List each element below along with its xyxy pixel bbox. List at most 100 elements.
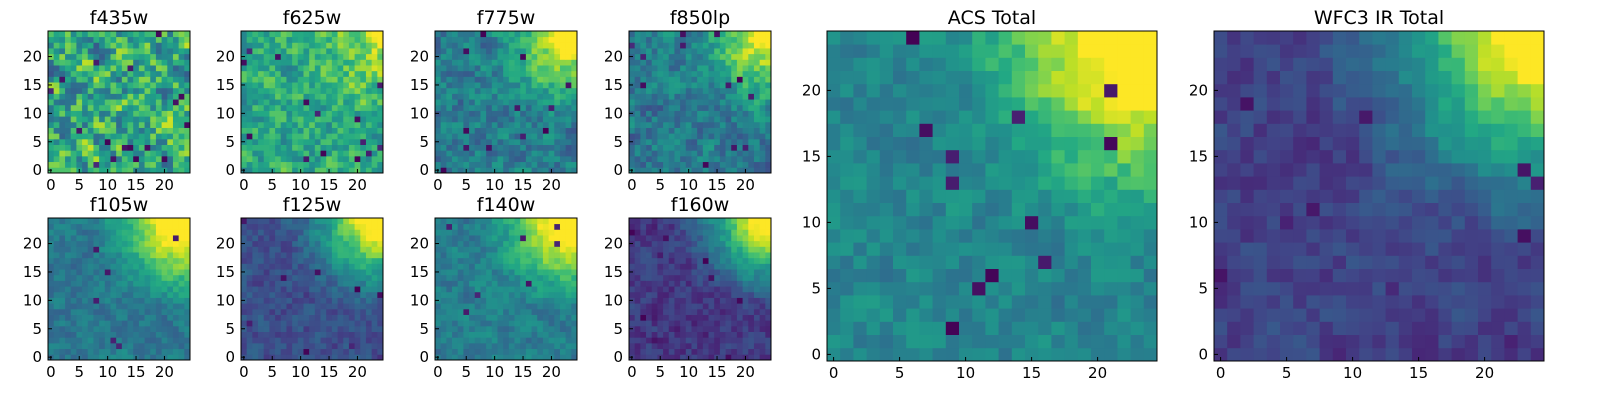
heatmap-cell bbox=[491, 223, 498, 230]
heatmap-cell bbox=[474, 87, 481, 94]
heatmap-cell bbox=[99, 235, 106, 242]
heatmap-cell bbox=[663, 76, 670, 83]
heatmap-cell bbox=[491, 42, 498, 49]
heatmap-cell bbox=[297, 42, 304, 49]
heatmap-cell bbox=[331, 257, 338, 264]
heatmap-cell bbox=[725, 133, 732, 140]
heatmap-cell bbox=[275, 150, 282, 157]
heatmap-cell bbox=[691, 104, 698, 111]
heatmap-cell bbox=[765, 325, 772, 332]
heatmap-cell bbox=[725, 53, 732, 60]
heatmap-cell bbox=[144, 133, 151, 140]
heatmap-cell bbox=[765, 31, 772, 38]
heatmap-cell bbox=[691, 138, 698, 145]
heatmap-cell bbox=[365, 36, 373, 43]
heatmap-cell bbox=[65, 342, 72, 350]
heatmap-cell bbox=[440, 59, 447, 66]
heatmap-cell bbox=[463, 240, 470, 247]
heatmap-cell bbox=[161, 229, 168, 236]
heatmap-cell bbox=[121, 229, 128, 236]
heatmap-cell bbox=[377, 70, 384, 77]
heatmap-cell bbox=[514, 110, 521, 117]
heatmap-cell bbox=[486, 337, 493, 344]
heatmap-cell bbox=[565, 308, 572, 315]
heatmap-cell bbox=[765, 155, 772, 163]
heatmap-cell bbox=[184, 229, 191, 236]
heatmap-cell bbox=[59, 121, 66, 128]
heatmap-cell bbox=[674, 263, 681, 270]
heatmap-cell bbox=[121, 252, 128, 259]
heatmap-cell bbox=[554, 65, 561, 72]
heatmap-cell bbox=[121, 280, 128, 287]
heatmap-cell bbox=[457, 274, 464, 281]
heatmap-cell bbox=[537, 110, 544, 117]
heatmap-cell bbox=[748, 155, 755, 163]
heatmap-cell bbox=[452, 280, 459, 287]
heatmap-cell bbox=[354, 325, 361, 332]
heatmap-cell bbox=[542, 127, 549, 134]
heatmap-cell bbox=[708, 76, 715, 83]
heatmap-cell bbox=[70, 65, 77, 72]
heatmap-cell bbox=[297, 36, 304, 43]
heatmap-cell bbox=[258, 36, 265, 43]
heatmap-cell bbox=[76, 59, 83, 66]
heatmap-cell bbox=[548, 286, 555, 293]
heatmap-cell bbox=[360, 286, 367, 293]
heatmap-cell bbox=[525, 291, 532, 298]
heatmap-cell bbox=[446, 263, 453, 270]
heatmap-cell bbox=[469, 303, 476, 310]
heatmap-cell bbox=[371, 223, 378, 230]
heatmap-cell bbox=[725, 274, 732, 281]
heatmap-cell bbox=[320, 36, 327, 43]
heatmap-cell bbox=[167, 263, 174, 270]
heatmap-cell bbox=[463, 223, 470, 230]
heatmap-cell bbox=[759, 48, 766, 55]
heatmap-cell bbox=[508, 337, 515, 344]
heatmap-cell bbox=[759, 138, 766, 145]
heatmap-cell bbox=[446, 144, 453, 151]
heatmap-cells bbox=[629, 31, 772, 174]
heatmap-cell bbox=[87, 167, 94, 174]
heatmap-cell bbox=[497, 331, 504, 338]
heatmap-cell bbox=[480, 348, 487, 355]
heatmap-cell bbox=[497, 218, 504, 225]
heatmap-cell bbox=[297, 155, 304, 163]
heatmap-cell bbox=[474, 93, 481, 100]
heatmap-cell bbox=[725, 314, 732, 321]
heatmap-cell bbox=[360, 59, 367, 66]
heatmap-cell bbox=[559, 65, 567, 72]
heatmap-cell bbox=[343, 167, 350, 174]
heatmap-cell bbox=[531, 274, 538, 281]
heatmap-cell bbox=[184, 354, 191, 361]
heatmap-cell bbox=[691, 348, 698, 355]
heatmap-cell bbox=[691, 263, 698, 270]
heatmap-cell bbox=[759, 342, 766, 350]
heatmap-cell bbox=[457, 36, 464, 43]
heatmap-cell bbox=[331, 252, 338, 259]
heatmap-cell bbox=[292, 93, 299, 100]
heatmap-cell bbox=[331, 269, 338, 276]
heatmap-cell bbox=[731, 314, 738, 321]
heatmap-cell bbox=[116, 320, 123, 327]
heatmap-cell bbox=[292, 65, 299, 72]
heatmap-cell bbox=[314, 167, 321, 174]
heatmap-cell bbox=[263, 325, 270, 332]
heatmap-cell bbox=[53, 167, 60, 174]
heatmap-cell bbox=[110, 337, 117, 344]
heatmap-cell bbox=[542, 110, 549, 117]
heatmap-cell bbox=[121, 263, 128, 270]
heatmap-cell bbox=[138, 337, 145, 344]
heatmap-cell bbox=[252, 303, 259, 310]
heatmap-cell bbox=[691, 133, 698, 140]
heatmap-cell bbox=[121, 110, 128, 117]
heatmap-cell bbox=[99, 325, 106, 332]
heatmap-cell bbox=[497, 348, 504, 355]
heatmap-cell bbox=[331, 263, 338, 270]
heatmap-cell bbox=[646, 263, 653, 270]
heatmap-cell bbox=[697, 65, 704, 72]
heatmap-cell bbox=[446, 150, 453, 157]
heatmap-cell bbox=[520, 48, 527, 55]
heatmap-cell bbox=[303, 93, 310, 100]
heatmap-cell bbox=[104, 93, 111, 100]
heatmap-cell bbox=[93, 155, 100, 163]
